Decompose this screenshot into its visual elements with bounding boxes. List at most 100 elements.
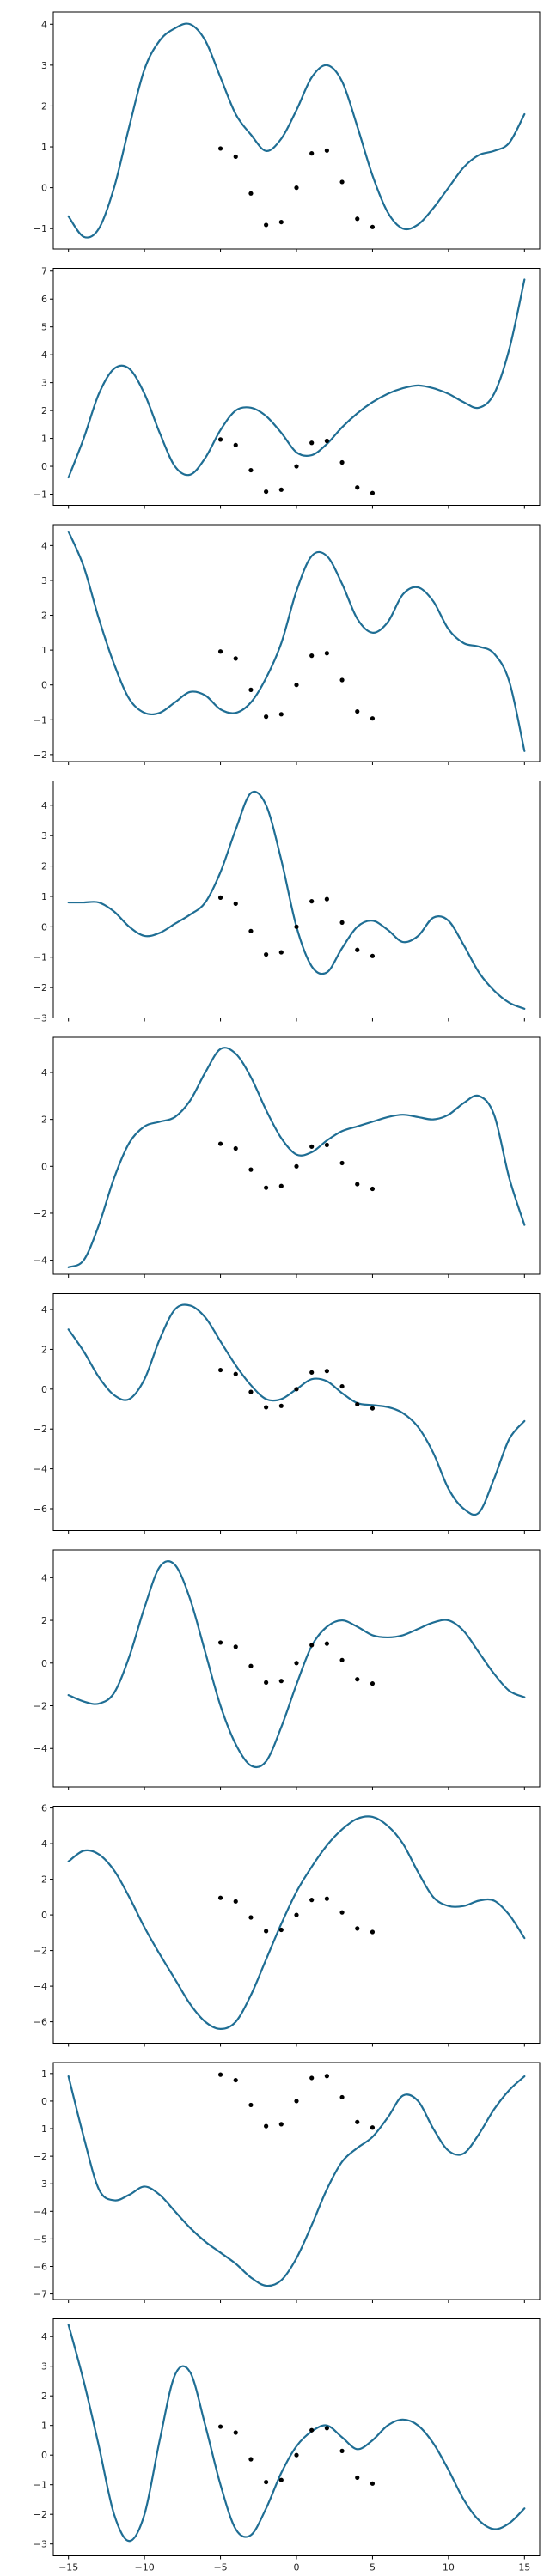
observation-point — [294, 2452, 299, 2458]
observation-point — [309, 1643, 315, 1648]
y-tick-label: −4 — [34, 1981, 47, 1992]
y-tick-label: 3 — [41, 2361, 47, 2372]
observation-point — [309, 1370, 315, 1375]
subplot-6: −6 −4 −2 0 2 4 — [34, 1293, 541, 1534]
observation-point — [264, 489, 269, 495]
y-tick-label: 3 — [41, 830, 47, 841]
y-tick-label: 3 — [41, 378, 47, 389]
y-tick-label: −3 — [34, 2178, 47, 2190]
observation-point — [217, 1895, 223, 1900]
observation-point — [217, 1367, 223, 1373]
observation-point — [309, 2075, 315, 2081]
observation-point — [324, 1641, 329, 1646]
y-tick-label: 1 — [41, 645, 47, 656]
observation-point — [339, 179, 345, 185]
observation-point — [370, 1929, 376, 1935]
observation-point — [324, 148, 329, 153]
x-tick-label: 15 — [518, 2562, 530, 2573]
y-tick-label: −1 — [34, 714, 47, 726]
y-tick-label: 2 — [41, 100, 47, 112]
y-tick-label: 0 — [41, 2096, 47, 2107]
y-tick-label: 4 — [41, 349, 47, 361]
observation-point — [309, 899, 315, 904]
subplot-5: −4 −2 0 2 4 — [34, 1036, 541, 1278]
observation-point — [248, 191, 254, 196]
axes-frame — [52, 781, 541, 1018]
x-tick-label: −5 — [213, 2562, 227, 2573]
y-tick-label: −1 — [34, 489, 47, 501]
observation-point — [264, 2123, 269, 2129]
observation-point — [339, 2094, 345, 2100]
y-tick-label: 1 — [41, 2421, 47, 2432]
subplot-2: −1 0 1 2 3 4 5 6 7 — [34, 266, 541, 509]
y-tick-label: −2 — [34, 1424, 47, 1435]
y-tick-label: 0 — [41, 1658, 47, 1669]
observation-point — [248, 1389, 254, 1394]
observation-point — [339, 2448, 345, 2453]
y-tick-label: 7 — [41, 266, 47, 277]
observation-point — [278, 950, 284, 955]
observation-point — [248, 467, 254, 473]
axes-frame — [52, 268, 541, 506]
sample-curve-line — [67, 22, 526, 239]
observation-point — [233, 442, 238, 447]
observation-point — [339, 677, 345, 683]
observation-point — [248, 2457, 254, 2462]
observation-point — [370, 2481, 376, 2486]
y-tick-label: −2 — [34, 1208, 47, 1219]
observation-point — [233, 2430, 238, 2435]
observation-point — [278, 1403, 284, 1408]
observation-point — [309, 2427, 315, 2433]
y-tick-label: −6 — [34, 2017, 47, 2028]
y-tick-label: 1 — [41, 142, 47, 153]
observation-point — [264, 1929, 269, 1934]
observation-point — [309, 1144, 315, 1149]
observation-point — [294, 464, 299, 469]
observation-point — [309, 1898, 315, 1903]
sample-curve-line — [67, 531, 526, 752]
observation-point — [233, 2077, 238, 2083]
observation-point — [370, 1186, 376, 1192]
axes-frame — [52, 2318, 541, 2556]
observation-point — [278, 2122, 284, 2127]
axes-frame — [52, 11, 541, 250]
y-tick-label: 2 — [41, 2391, 47, 2402]
y-tick-label: −4 — [34, 2206, 47, 2217]
observation-point — [233, 1644, 238, 1649]
observation-point — [233, 154, 238, 160]
observation-point — [324, 438, 329, 444]
observation-point — [233, 901, 238, 907]
sample-curve-line — [67, 278, 526, 479]
observation-point — [248, 928, 254, 933]
observation-point — [217, 2424, 223, 2429]
subplot-1: −1 0 1 2 3 4 — [34, 11, 541, 252]
y-tick-label: −6 — [34, 2261, 47, 2272]
observation-point — [339, 1657, 345, 1662]
observation-point — [294, 1387, 299, 1392]
observation-point — [248, 2102, 254, 2108]
observation-point — [264, 1185, 269, 1190]
y-tick-label: 2 — [41, 1615, 47, 1626]
sample-curve-line — [67, 1047, 526, 1268]
subplot-7: −4 −2 0 2 4 — [34, 1549, 541, 1790]
sample-curve-line — [67, 1815, 526, 2030]
y-tick-label: −2 — [34, 1701, 47, 1712]
sample-curve-line — [67, 1303, 526, 1516]
observation-point — [278, 712, 284, 717]
observation-point — [355, 708, 360, 714]
y-tick-label: 4 — [41, 1304, 47, 1315]
axes-frame — [52, 1293, 541, 1531]
y-tick-label: 1 — [41, 891, 47, 902]
subplot-8: −6 −4 −2 0 2 4 6 — [34, 1803, 541, 2047]
y-tick-label: 1 — [41, 2069, 47, 2080]
x-tick-label: −10 — [135, 2562, 155, 2573]
observation-point — [355, 2119, 360, 2124]
observation-point — [248, 687, 254, 692]
observation-point — [264, 714, 269, 720]
y-tick-label: 0 — [41, 2450, 47, 2461]
observation-point — [217, 2072, 223, 2077]
y-tick-label: 0 — [41, 1384, 47, 1395]
observation-point — [278, 487, 284, 492]
observation-point — [217, 1141, 223, 1146]
observation-point — [339, 1383, 345, 1389]
